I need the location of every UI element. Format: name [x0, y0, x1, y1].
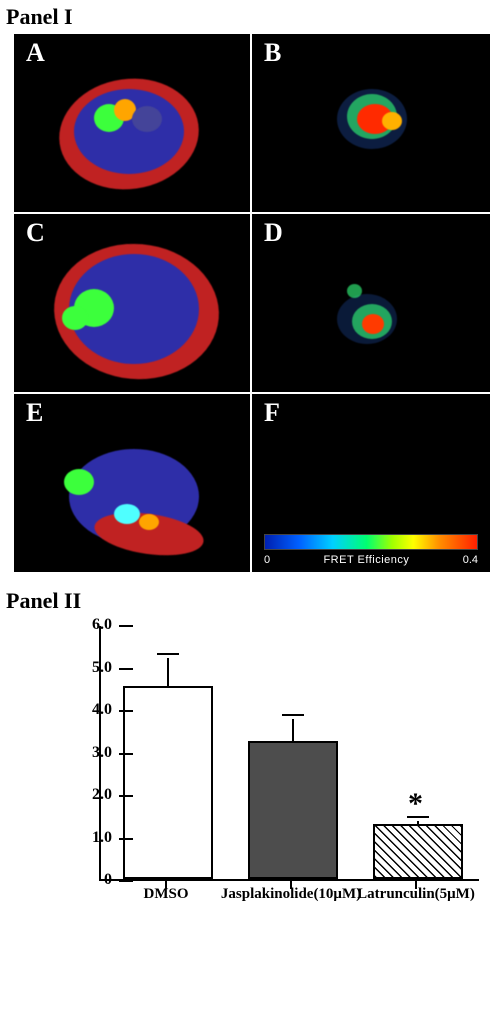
- significance-marker: *: [408, 787, 423, 821]
- bar: [123, 686, 213, 879]
- figure: Panel I A B C D E: [0, 0, 504, 926]
- cell-label: A: [26, 38, 45, 68]
- cell-label: D: [264, 218, 283, 248]
- panel2-chart-area: IL-18 & f-actin FRETs/cell(pixels x 10⁵)…: [7, 616, 497, 926]
- y-tick-label: 2.0: [84, 786, 112, 804]
- colorbar-max: 0.4: [463, 554, 478, 566]
- bar: [248, 741, 338, 879]
- colorbar-labels: 0 FRET Efficiency 0.4: [264, 552, 478, 568]
- colorbar-label: FRET Efficiency: [270, 554, 463, 566]
- panel1-cell-f: F 0 FRET Efficiency 0.4: [252, 394, 490, 572]
- x-tick-label: Latrunculin(5μM): [357, 886, 475, 903]
- panel1-cell-d: D: [252, 214, 490, 392]
- panel1-cell-b: B: [252, 34, 490, 212]
- y-tick-label: 3.0: [84, 744, 112, 762]
- cell-label: B: [264, 38, 281, 68]
- panel1-grid: A B C D E F: [12, 32, 492, 574]
- cell-label: C: [26, 218, 45, 248]
- colorbar: [264, 534, 478, 550]
- panel1-cell-e: E: [14, 394, 252, 572]
- bar: [373, 824, 463, 879]
- panel2-title: Panel II: [0, 584, 504, 616]
- y-tick-label: 4.0: [84, 701, 112, 719]
- x-tick-label: DMSO: [144, 886, 189, 903]
- y-tick-label: 6.0: [84, 616, 112, 634]
- cell-label: F: [264, 398, 280, 428]
- cell-label: E: [26, 398, 43, 428]
- panel1-title: Panel I: [0, 0, 504, 32]
- panel1-cell-c: C: [14, 214, 252, 392]
- y-tick-label: 0: [84, 871, 112, 889]
- plot-area: [99, 626, 479, 881]
- bar-chart: IL-18 & f-actin FRETs/cell(pixels x 10⁵)…: [37, 616, 497, 926]
- x-tick-label: Jasplakinolide(10μM): [221, 886, 361, 903]
- y-tick-label: 1.0: [84, 829, 112, 847]
- panel1-cell-a: A: [14, 34, 252, 212]
- y-tick-label: 5.0: [84, 659, 112, 677]
